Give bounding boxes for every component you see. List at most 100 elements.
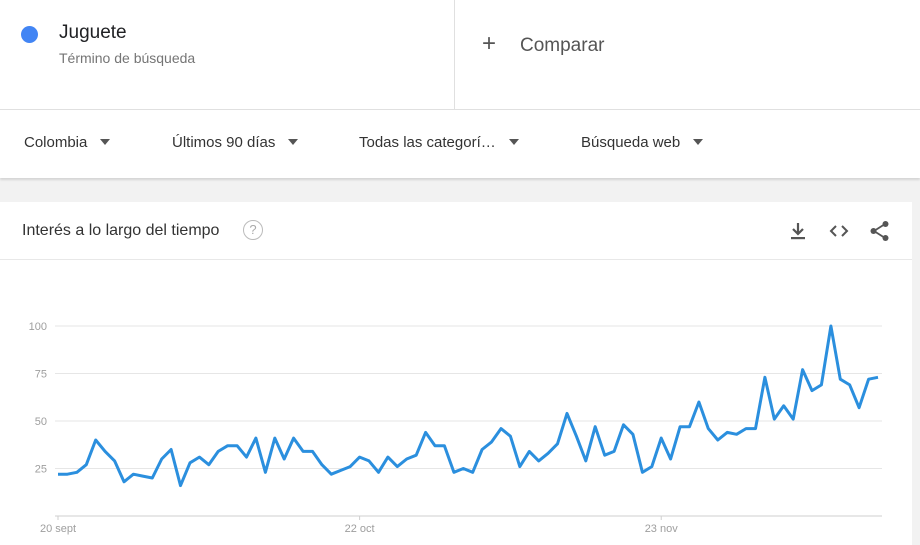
data-point[interactable]: [55, 471, 61, 477]
filter-bar: Colombia Últimos 90 días Todas las categ…: [0, 110, 920, 178]
data-point[interactable]: [196, 454, 202, 460]
data-point[interactable]: [790, 416, 796, 422]
data-point[interactable]: [328, 471, 334, 477]
data-point[interactable]: [404, 456, 410, 462]
data-point[interactable]: [413, 452, 419, 458]
series-line[interactable]: [58, 324, 879, 488]
data-point[interactable]: [771, 416, 777, 422]
data-point[interactable]: [583, 458, 589, 464]
data-point[interactable]: [517, 464, 523, 470]
data-point[interactable]: [847, 382, 853, 388]
data-point[interactable]: [347, 464, 353, 470]
data-point[interactable]: [800, 367, 806, 373]
help-icon[interactable]: ?: [243, 220, 263, 240]
data-point[interactable]: [357, 454, 363, 460]
data-point[interactable]: [734, 431, 740, 437]
data-point[interactable]: [762, 374, 768, 380]
data-point[interactable]: [309, 448, 315, 454]
data-point[interactable]: [121, 479, 127, 485]
download-icon[interactable]: [787, 220, 809, 242]
data-point[interactable]: [498, 426, 504, 432]
data-point[interactable]: [489, 439, 495, 445]
data-point[interactable]: [818, 382, 824, 388]
data-point[interactable]: [536, 458, 542, 464]
data-point[interactable]: [837, 376, 843, 382]
data-point[interactable]: [460, 466, 466, 472]
data-point[interactable]: [178, 483, 184, 489]
data-point[interactable]: [64, 471, 70, 477]
data-point[interactable]: [93, 437, 99, 443]
data-point[interactable]: [526, 448, 532, 454]
data-point[interactable]: [573, 433, 579, 439]
data-point[interactable]: [696, 399, 702, 405]
data-point[interactable]: [705, 426, 711, 432]
embed-icon[interactable]: [828, 220, 850, 242]
data-point[interactable]: [291, 435, 297, 441]
data-point[interactable]: [272, 435, 278, 441]
data-point[interactable]: [828, 323, 834, 329]
data-point[interactable]: [300, 448, 306, 454]
data-point[interactable]: [677, 424, 683, 430]
data-point[interactable]: [611, 448, 617, 454]
data-point[interactable]: [187, 460, 193, 466]
data-point[interactable]: [555, 441, 561, 447]
data-point[interactable]: [83, 462, 89, 468]
data-point[interactable]: [206, 462, 212, 468]
data-point[interactable]: [866, 376, 872, 382]
data-point[interactable]: [159, 456, 165, 462]
data-point[interactable]: [668, 456, 674, 462]
data-point[interactable]: [234, 443, 240, 449]
data-point[interactable]: [686, 424, 692, 430]
search-type-filter[interactable]: Búsqueda web: [581, 134, 704, 151]
data-point[interactable]: [545, 450, 551, 456]
data-point[interactable]: [451, 469, 457, 475]
data-point[interactable]: [752, 426, 758, 432]
data-point[interactable]: [507, 433, 513, 439]
data-point[interactable]: [140, 473, 146, 479]
share-icon[interactable]: [869, 220, 891, 242]
compare-button[interactable]: + Comparar: [455, 0, 910, 110]
region-filter[interactable]: Colombia: [24, 134, 111, 151]
data-point[interactable]: [875, 374, 881, 380]
data-point[interactable]: [366, 458, 372, 464]
data-point[interactable]: [244, 454, 250, 460]
data-point[interactable]: [385, 454, 391, 460]
data-point[interactable]: [375, 469, 381, 475]
data-point[interactable]: [856, 405, 862, 411]
category-filter[interactable]: Todas las categorí…: [359, 134, 519, 151]
data-point[interactable]: [743, 426, 749, 432]
data-point[interactable]: [809, 388, 815, 394]
data-point[interactable]: [253, 435, 259, 441]
data-point[interactable]: [715, 437, 721, 443]
data-point[interactable]: [724, 429, 730, 435]
data-point[interactable]: [281, 456, 287, 462]
data-point[interactable]: [130, 471, 136, 477]
data-point[interactable]: [149, 475, 155, 481]
data-point[interactable]: [215, 448, 221, 454]
data-point[interactable]: [658, 435, 664, 441]
data-point[interactable]: [225, 443, 231, 449]
period-filter[interactable]: Últimos 90 días: [172, 134, 299, 151]
data-point[interactable]: [592, 424, 598, 430]
data-point[interactable]: [74, 469, 80, 475]
data-point[interactable]: [781, 403, 787, 409]
data-point[interactable]: [564, 410, 570, 416]
data-point[interactable]: [262, 469, 268, 475]
data-point[interactable]: [432, 443, 438, 449]
data-point[interactable]: [102, 448, 108, 454]
data-point[interactable]: [621, 422, 627, 428]
data-point[interactable]: [338, 467, 344, 473]
data-point[interactable]: [602, 452, 608, 458]
data-point[interactable]: [630, 431, 636, 437]
data-point[interactable]: [319, 462, 325, 468]
data-point[interactable]: [394, 464, 400, 470]
data-point[interactable]: [649, 464, 655, 470]
data-point[interactable]: [168, 447, 174, 453]
data-point[interactable]: [423, 429, 429, 435]
data-point[interactable]: [112, 458, 118, 464]
data-point[interactable]: [470, 469, 476, 475]
data-point[interactable]: [639, 469, 645, 475]
data-point[interactable]: [479, 447, 485, 453]
search-term-card[interactable]: Juguete Término de búsqueda: [0, 0, 455, 110]
data-point[interactable]: [441, 443, 447, 449]
